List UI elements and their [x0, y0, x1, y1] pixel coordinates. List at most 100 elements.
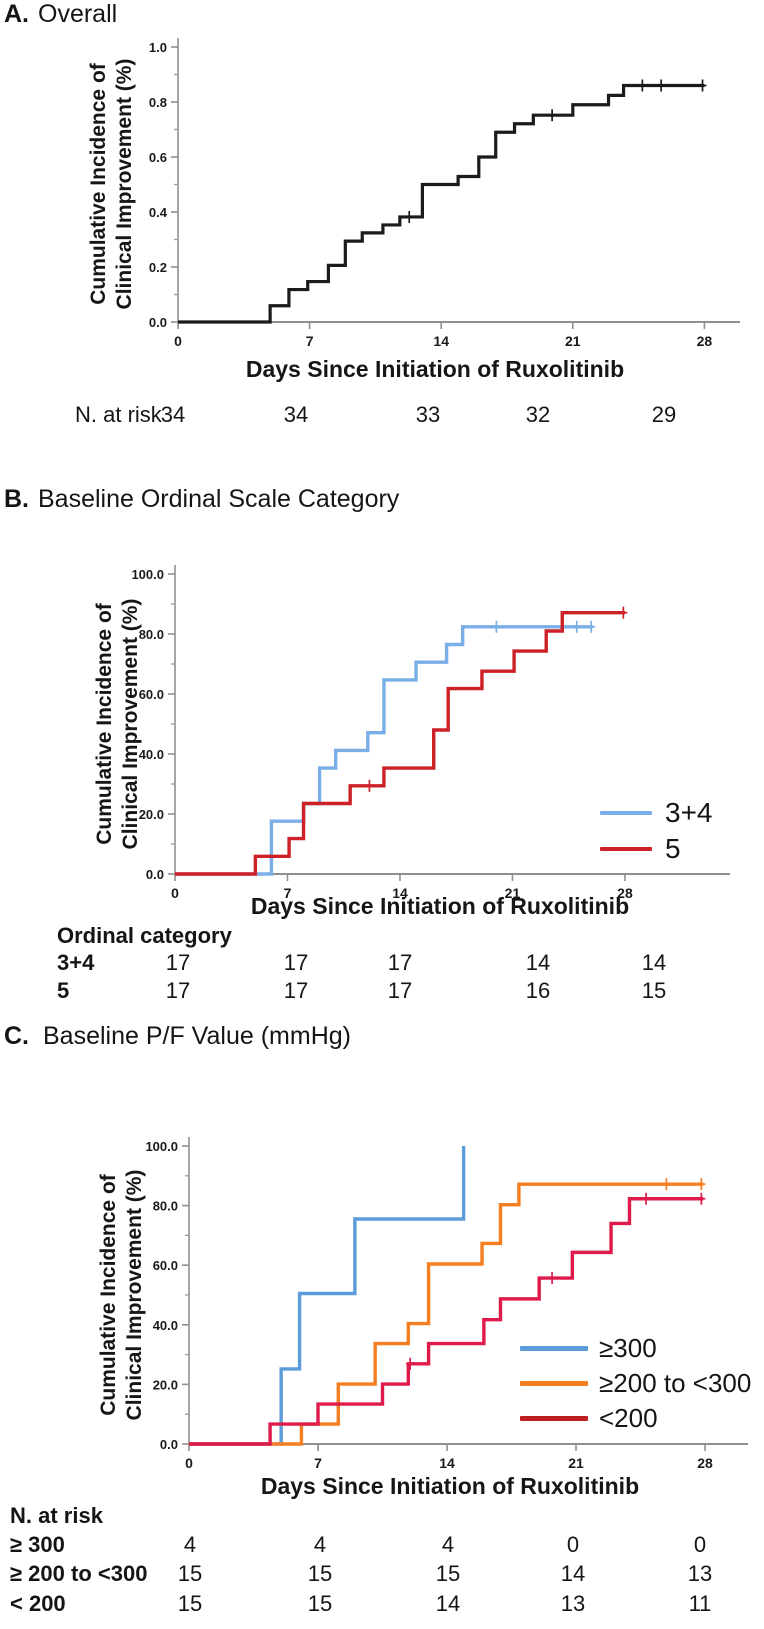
panel-c-risk-row: 15 15 14 13 11	[0, 1591, 764, 1617]
panel-c-label: C.	[4, 1022, 29, 1050]
risk-value: 4	[313, 1532, 327, 1557]
svg-text:0.0: 0.0	[149, 315, 167, 330]
svg-text:14: 14	[392, 885, 408, 901]
svg-text:21: 21	[565, 333, 581, 349]
svg-text:7: 7	[314, 1455, 322, 1471]
svg-text:100.0: 100.0	[145, 1139, 178, 1154]
legend-key-lt200	[520, 1416, 588, 1421]
panel-b-risk-label-3plus4: 3+4	[57, 950, 95, 975]
risk-value: 13	[560, 1591, 586, 1616]
svg-text:0.0: 0.0	[146, 867, 164, 882]
risk-value: 15	[307, 1591, 333, 1616]
svg-text:60.0: 60.0	[139, 687, 164, 702]
panel-a-risk-header: N. at risk	[75, 402, 162, 427]
risk-value: 14	[435, 1591, 461, 1616]
svg-text:0.6: 0.6	[149, 150, 167, 165]
panel-c-risk-label-lt200: < 200	[10, 1591, 66, 1616]
risk-value: 29	[651, 402, 677, 427]
svg-text:14: 14	[433, 333, 449, 349]
risk-value: 17	[283, 978, 309, 1003]
risk-value: 17	[387, 978, 413, 1003]
risk-value: 13	[687, 1561, 713, 1586]
risk-value: 4	[441, 1532, 455, 1557]
legend-key-5	[600, 847, 652, 851]
svg-text:21: 21	[505, 885, 521, 901]
risk-value: 11	[688, 1591, 712, 1616]
risk-value: 0	[693, 1532, 707, 1557]
svg-text:0: 0	[174, 333, 182, 349]
legend-item: <200	[520, 1401, 751, 1436]
svg-text:7: 7	[306, 333, 314, 349]
risk-value: 17	[283, 950, 309, 975]
panel-c-risk-row: 15 15 15 14 13	[0, 1561, 764, 1587]
risk-value: 4	[183, 1532, 197, 1557]
svg-text:20.0: 20.0	[139, 807, 164, 822]
panel-b-legend: 3+4 5	[600, 795, 713, 867]
legend-label: ≥200 to <300	[599, 1368, 752, 1398]
svg-text:0.2: 0.2	[149, 260, 167, 275]
svg-text:80.0: 80.0	[139, 627, 164, 642]
svg-text:0.8: 0.8	[149, 95, 167, 110]
svg-text:20.0: 20.0	[153, 1377, 178, 1392]
legend-label: 5	[665, 833, 681, 864]
panel-b-risk-label-5: 5	[57, 978, 70, 1003]
panel-c-risk-label-ge200-lt300: ≥ 200 to <300	[10, 1561, 148, 1586]
svg-text:0.0: 0.0	[160, 1437, 178, 1452]
svg-text:28: 28	[697, 1455, 713, 1471]
panel-a-title: A. Overall	[4, 0, 118, 28]
svg-text:28: 28	[697, 333, 713, 349]
svg-text:100.0: 100.0	[131, 567, 164, 582]
svg-text:80.0: 80.0	[153, 1199, 178, 1214]
legend-item: 5	[600, 831, 713, 867]
risk-value: 15	[177, 1561, 203, 1586]
legend-item: ≥300	[520, 1331, 751, 1366]
panel-a-label: A.	[4, 0, 29, 28]
panel-a-x-axis-label: Days Since Initiation of Ruxolitinib	[245, 356, 625, 382]
risk-value: 32	[525, 402, 551, 427]
panel-b-label: B.	[4, 485, 29, 513]
risk-value: 17	[387, 950, 413, 975]
risk-value: 33	[415, 402, 441, 427]
legend-key-3plus4	[600, 811, 652, 815]
risk-value: 15	[435, 1561, 461, 1586]
panel-c-risk-label-ge300: ≥ 300	[10, 1532, 65, 1557]
risk-value: 17	[165, 950, 191, 975]
risk-value: 15	[307, 1561, 333, 1586]
panel-a-chart: 0 7 14 21 28 0.0 0.2 0.4 0.6 0.8 1.0	[149, 38, 740, 349]
risk-value: 16	[525, 978, 551, 1003]
svg-text:0: 0	[185, 1455, 193, 1471]
panel-c-chart: 0 7 14 21 28 0.0 20.0 40.0 60.0 80.0 100.0	[145, 1137, 748, 1471]
panel-b-risk-row: 17 17 17 16 15	[0, 978, 764, 1004]
panel-b-title: B. Baseline Ordinal Scale Category	[4, 485, 400, 513]
legend-label: <200	[599, 1403, 658, 1433]
svg-text:0.4: 0.4	[149, 205, 168, 220]
svg-text:1.0: 1.0	[149, 40, 167, 55]
svg-text:60.0: 60.0	[153, 1258, 178, 1273]
svg-text:21: 21	[568, 1455, 584, 1471]
panel-c-x-axis-label: Days Since Initiation of Ruxolitinib	[260, 1473, 640, 1499]
panel-b-x-axis-label: Days Since Initiation of Ruxolitinib	[250, 893, 630, 919]
legend-item: ≥200 to <300	[520, 1366, 751, 1401]
panel-c-risk-row: 4 4 4 0 0	[0, 1532, 764, 1558]
legend-label: 3+4	[665, 797, 713, 828]
risk-value: 14	[560, 1561, 586, 1586]
panel-b-risk-header: Ordinal category	[57, 923, 232, 948]
panel-a-risk-row: 34 34 33 32 29	[0, 402, 764, 428]
svg-text:28: 28	[617, 885, 633, 901]
panel-b-risk-row: 17 17 17 14 14	[0, 950, 764, 976]
risk-value: 17	[165, 978, 191, 1003]
legend-label: ≥300	[599, 1333, 657, 1363]
panel-c-legend: ≥300 ≥200 to <300 <200	[520, 1331, 751, 1436]
risk-value: 15	[177, 1591, 203, 1616]
risk-value: 34	[283, 402, 309, 427]
risk-value: 14	[641, 950, 667, 975]
svg-text:40.0: 40.0	[153, 1318, 178, 1333]
risk-value: 14	[525, 950, 551, 975]
svg-text:7: 7	[284, 885, 292, 901]
panel-c-title: C. Baseline P/F Value (mmHg)	[4, 1022, 351, 1050]
legend-key-ge200-lt300	[520, 1381, 588, 1386]
panel-c-risk-header: N. at risk	[10, 1503, 103, 1528]
legend-item: 3+4	[600, 795, 713, 831]
risk-value: 0	[566, 1532, 580, 1557]
